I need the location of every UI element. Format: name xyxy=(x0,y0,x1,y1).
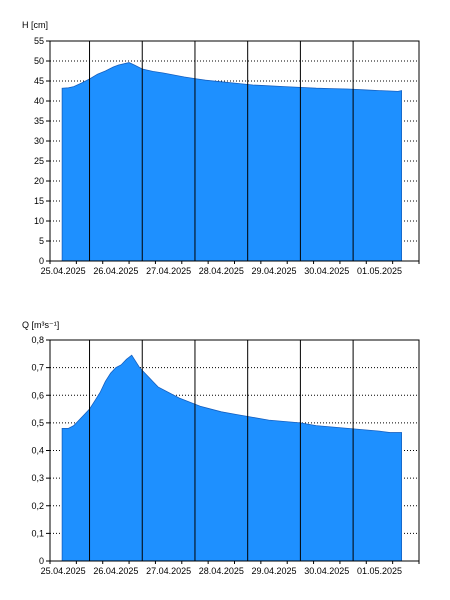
y-tick-label: 0,5 xyxy=(31,418,44,428)
chart-1: 0 5 10 15 20 25 30 35 40 45 50 55 25.04.2025 26.04.20… xyxy=(22,20,420,276)
x-tick-label: 30.04.2025 xyxy=(304,266,349,276)
chart-2: 0 0,1 0,2 0,3 0,4 0,5 0,6 0,7 0,8 25.04.2025 26.04… xyxy=(22,320,420,576)
y-tick-label: 0,3 xyxy=(31,473,44,483)
y-axis-label: Q [m³s⁻¹] xyxy=(22,320,59,330)
y-tick-label: 35 xyxy=(34,116,44,126)
x-tick-label: 26.04.2025 xyxy=(93,266,138,276)
series-area xyxy=(61,354,403,562)
y-tick-label: 25 xyxy=(34,156,44,166)
x-tick-label: 01.05.2025 xyxy=(357,266,402,276)
x-tick-label: 27.04.2025 xyxy=(146,266,191,276)
series-area xyxy=(61,62,403,262)
y-tick-label: 0 xyxy=(39,556,44,566)
x-tick-label: 01.05.2025 xyxy=(357,566,402,576)
y-tick-label: 50 xyxy=(34,56,44,66)
y-tick-label: 0,7 xyxy=(31,363,44,373)
x-tick-label: 25.04.2025 xyxy=(41,566,86,576)
x-tick-label: 27.04.2025 xyxy=(146,566,191,576)
x-tick-label: 29.04.2025 xyxy=(252,566,297,576)
x-tick-label: 25.04.2025 xyxy=(41,266,86,276)
x-tick-label: 30.04.2025 xyxy=(304,566,349,576)
x-tick-label: 26.04.2025 xyxy=(93,566,138,576)
y-tick-label: 0,8 xyxy=(31,335,44,345)
y-tick-label: 55 xyxy=(34,36,44,46)
y-tick-label: 0,4 xyxy=(31,446,44,456)
y-tick-label: 0,2 xyxy=(31,501,44,511)
y-tick-label: 40 xyxy=(34,96,44,106)
y-tick-label: 45 xyxy=(34,76,44,86)
x-tick-label: 29.04.2025 xyxy=(252,266,297,276)
x-tick-label: 28.04.2025 xyxy=(199,566,244,576)
y-tick-label: 5 xyxy=(39,236,44,246)
y-tick-label: 0 xyxy=(39,256,44,266)
x-tick-label: 28.04.2025 xyxy=(199,266,244,276)
y-tick-label: 10 xyxy=(34,216,44,226)
y-tick-label: 30 xyxy=(34,136,44,146)
y-tick-label: 20 xyxy=(34,176,44,186)
y-tick-label: 0,1 xyxy=(31,528,44,538)
y-tick-label: 15 xyxy=(34,196,44,206)
y-axis-label: H [cm] xyxy=(22,20,48,30)
y-tick-label: 0,6 xyxy=(31,390,44,400)
